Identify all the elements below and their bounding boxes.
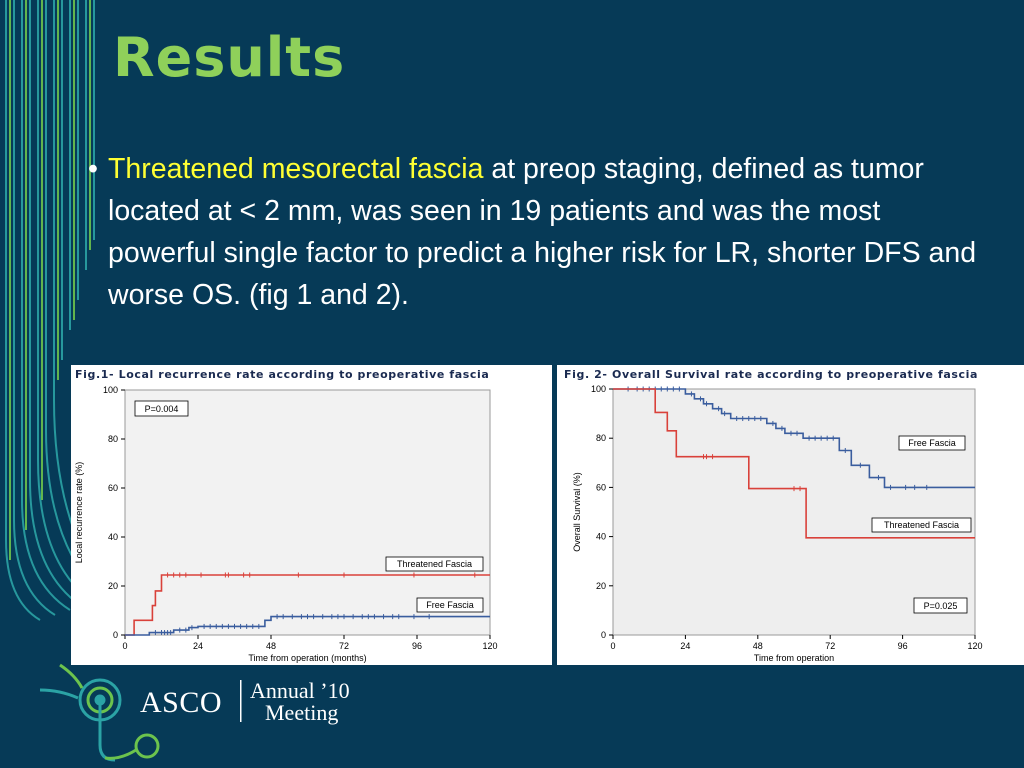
chart-title: Fig.1- Local recurrence rate according t… — [75, 368, 489, 381]
legend-box-threatened-fascia — [385, 556, 484, 572]
x-tick-label-96: 96 — [898, 641, 908, 651]
y-tick-label-80: 80 — [108, 434, 118, 444]
x-axis-label: Time from operation — [754, 653, 834, 663]
y-tick-label-40: 40 — [108, 532, 118, 542]
x-axis-label: Time from operation (months) — [248, 653, 366, 663]
p-value-box — [134, 400, 189, 417]
legend-label-threatened-fascia: Threatened Fascia — [884, 520, 959, 530]
legend-box-free-fascia — [416, 597, 484, 613]
legend-label-threatened-fascia: Threatened Fascia — [397, 559, 472, 569]
legend-label-free-fascia: Free Fascia — [426, 600, 474, 610]
x-tick-label-96: 96 — [412, 641, 422, 651]
y-tick-label-100: 100 — [103, 385, 118, 395]
x-tick-label-24: 24 — [680, 641, 690, 651]
chart-overall-survival: Fig. 2- Overall Survival rate according … — [564, 368, 983, 663]
series-line-free-fascia — [125, 615, 490, 636]
x-tick-label-120: 120 — [482, 641, 497, 651]
y-tick-label-20: 20 — [596, 581, 606, 591]
bullet-highlight: Threatened mesorectal fascia — [108, 153, 484, 185]
y-tick-label-40: 40 — [596, 532, 606, 542]
chart-title: Fig. 2- Overall Survival rate according … — [564, 368, 978, 381]
figure-1-local-recurrence: Fig.1- Local recurrence rate according t… — [71, 365, 552, 665]
y-tick-label-60: 60 — [596, 482, 606, 492]
logo-meeting-text: Meeting — [265, 700, 338, 725]
bullet-dot: • — [88, 153, 98, 185]
asco-annual-meeting-logo: ASCO Annual ’10 Meeting — [39, 663, 350, 762]
x-tick-label-48: 48 — [753, 641, 763, 651]
series-line-threatened-fascia — [125, 574, 490, 636]
y-tick-label-80: 80 — [596, 433, 606, 443]
x-tick-label-0: 0 — [122, 641, 127, 651]
slide-title: Results — [113, 26, 346, 89]
bullet-point: • Threatened mesorectal fascia at preop … — [88, 148, 988, 316]
legend-box-free-fascia — [898, 435, 966, 451]
logo-asco-text: ASCO — [140, 686, 222, 719]
figure-2-overall-survival: Fig. 2- Overall Survival rate according … — [557, 365, 1024, 665]
series-line-free-fascia — [613, 388, 975, 489]
y-tick-label-0: 0 — [601, 630, 606, 640]
legend-label-free-fascia: Free Fascia — [908, 438, 956, 448]
p-value-label: P=0.025 — [924, 601, 958, 611]
y-axis-label: Overall Survival (%) — [572, 472, 582, 552]
x-tick-label-120: 120 — [967, 641, 982, 651]
logo-annual-text: Annual ’10 — [250, 678, 350, 703]
bullet-body: Threatened mesorectal fascia at preop st… — [108, 148, 988, 316]
y-tick-label-60: 60 — [108, 483, 118, 493]
y-tick-label-0: 0 — [113, 630, 118, 640]
x-tick-label-0: 0 — [610, 641, 615, 651]
x-tick-label-72: 72 — [825, 641, 835, 651]
y-tick-label-20: 20 — [108, 581, 118, 591]
bullet-text: at preop staging, defined as tumor locat… — [108, 153, 977, 311]
x-tick-label-72: 72 — [339, 641, 349, 651]
x-tick-label-48: 48 — [266, 641, 276, 651]
p-value-box — [913, 597, 968, 614]
plot-area — [124, 389, 491, 636]
y-tick-label-100: 100 — [591, 384, 606, 394]
x-tick-label-24: 24 — [193, 641, 203, 651]
legend-box-threatened-fascia — [871, 517, 972, 533]
y-axis-label: Local recurrence rate (%) — [74, 462, 84, 564]
series-line-threatened-fascia — [613, 388, 975, 539]
p-value-label: P=0.004 — [145, 404, 179, 414]
chart-local-recurrence: Fig.1- Local recurrence rate according t… — [74, 368, 498, 663]
